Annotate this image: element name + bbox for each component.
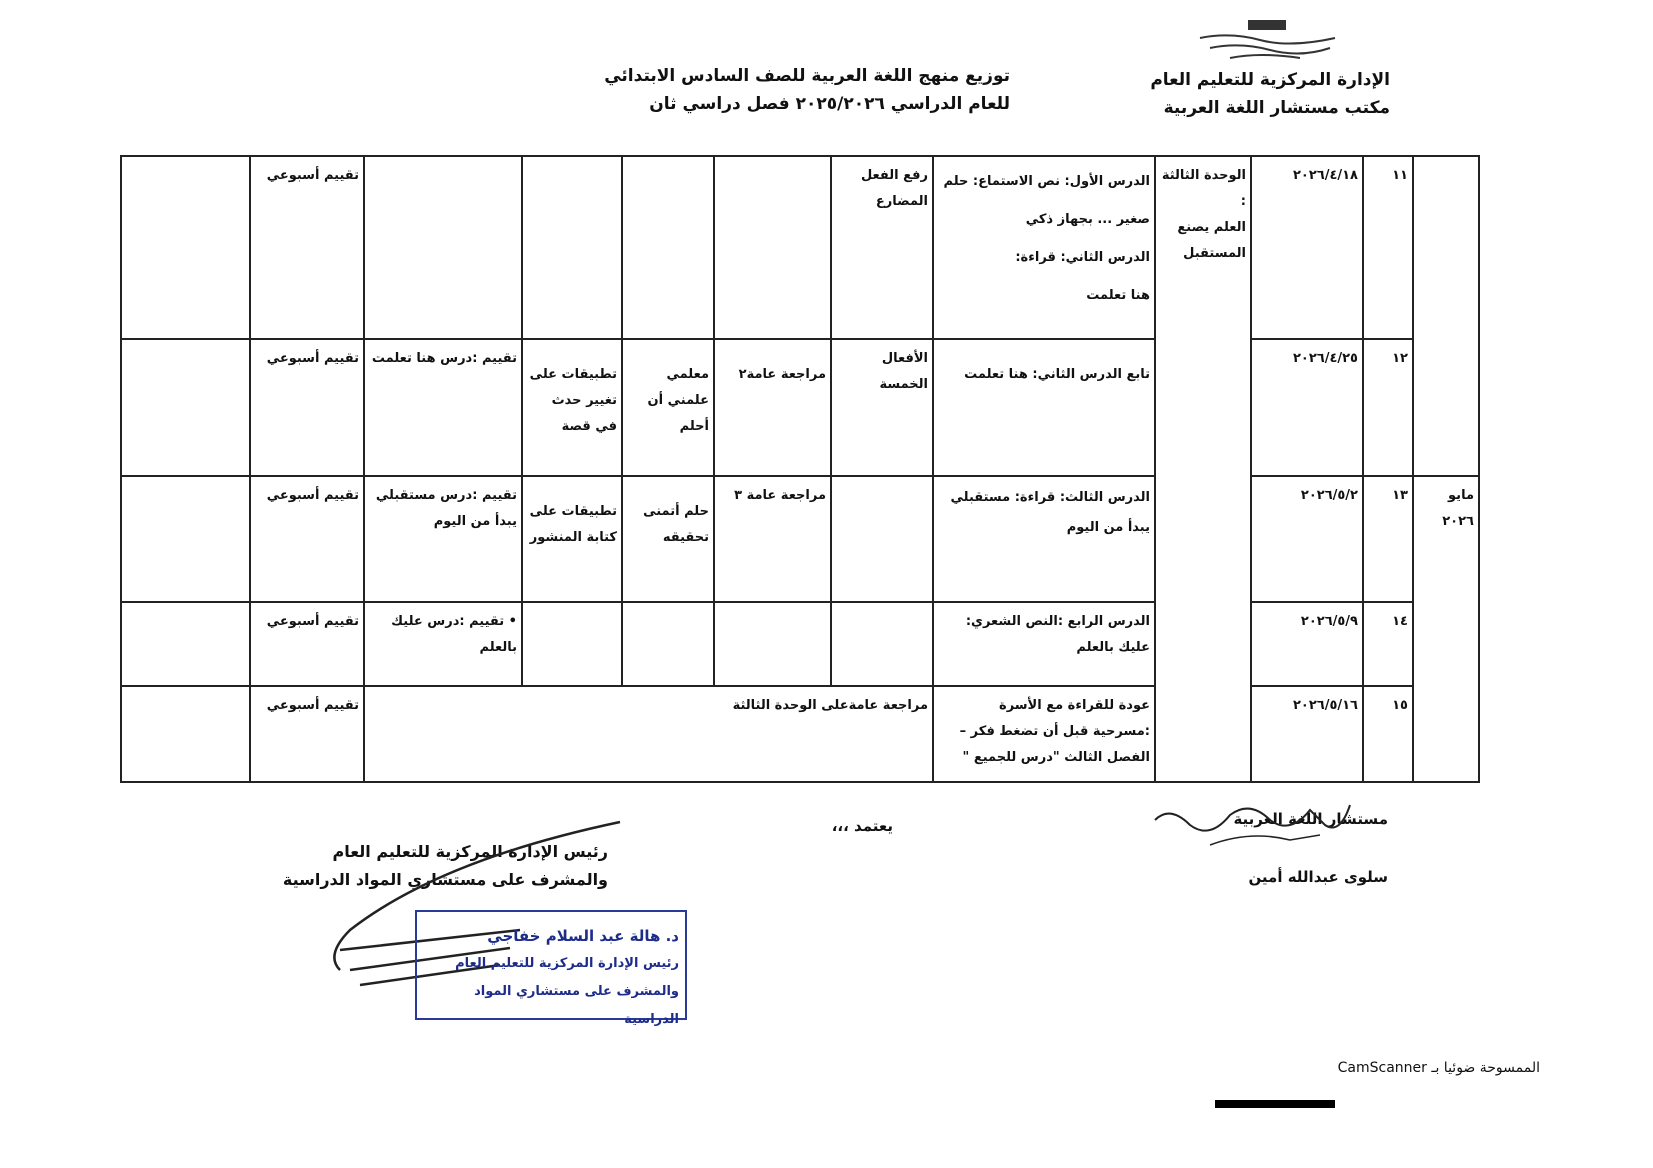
applications-cell: تطبيقات على كتابة المنشور	[521, 475, 623, 603]
weekly-eval-cell: تقييم أسبوعي	[249, 475, 365, 603]
empty-cell	[120, 338, 251, 477]
unit-text: :	[1240, 194, 1246, 209]
empty-cell	[120, 155, 251, 340]
date-cell: ٢٠٢٦/٥/١٦	[1250, 685, 1364, 783]
lesson-text: عودة للقراءة مع الأسرة :مسرحية قبل أن تض…	[959, 698, 1150, 765]
review-cell: مراجعة عامة ٣	[713, 475, 832, 603]
head-signature	[320, 820, 650, 994]
scanner-watermark: الممسوحة ضوئيا بـ CamScanner	[1337, 1060, 1540, 1076]
week-cell: ١٢	[1362, 338, 1414, 477]
lesson-text: الدرس الأول: نص الاستماع: حلم صغير ... ب…	[943, 174, 1150, 227]
head-line-1: رئيس الإدارة المركزية للتعليم العام	[332, 842, 608, 861]
grammar-cell	[830, 601, 934, 687]
date-cell: ٢٠٢٦/٤/١٨	[1250, 155, 1364, 340]
approval-label: يعتمد ،،،	[831, 817, 893, 835]
unit-text: العلم يصنع	[1177, 220, 1246, 235]
unit-cell: الوحدة الثالثة : العلم يصنع المستقبل	[1154, 155, 1252, 783]
empty-cell	[120, 601, 251, 687]
lesson-cell: الدرس الأول: نص الاستماع: حلم صغير ... ب…	[932, 155, 1156, 340]
grammar-cell	[830, 475, 934, 603]
table-row: مايو ٢٠٢٦ ١٣ ٢٠٢٦/٥/٢ الدرس الثالث: قراء…	[120, 475, 1480, 783]
stamp-line-2: رئيس الإدارة المركزية للتعليم العام	[455, 956, 679, 971]
black-bar	[1215, 1100, 1335, 1108]
table-row: ١١ ٢٠٢٦/٤/١٨ الوحدة الثالثة : العلم يصنع…	[120, 155, 1480, 783]
stamp-line-3: والمشرف على مستشاري المواد الدراسية	[474, 984, 679, 1027]
weekly-eval-cell: تقييم أسبوعي	[249, 685, 365, 783]
unit-text: الوحدة الثالثة	[1161, 168, 1246, 183]
ministry-logo	[1190, 18, 1345, 62]
review-cell	[713, 155, 832, 340]
evaluation-cell: تقييم :درس هنا تعلمت	[363, 338, 523, 477]
week-cell: ١٤	[1362, 601, 1414, 687]
curriculum-table: ١١ ٢٠٢٦/٤/١٨ الوحدة الثالثة : العلم يصنع…	[120, 155, 1480, 783]
reading-cell: حلم أتمنى تحقيقه	[621, 475, 715, 603]
table-row: ١٤ ٢٠٢٦/٥/٩ الدرس الرابع :النص الشعري: ع…	[120, 601, 1479, 687]
weekly-eval-cell: تقييم أسبوعي	[249, 601, 365, 687]
head-title-block: رئيس الإدارة المركزية للتعليم العام والم…	[283, 838, 608, 894]
official-stamp: د. هالة عبد السلام خفاجي رئيس الإدارة ال…	[415, 910, 687, 1027]
weekly-eval-cell: تقييم أسبوعي	[249, 338, 365, 477]
title-line-2: للعام الدراسي ٢٠٢٥/٢٠٢٦ فصل دراسي ثان	[649, 94, 1010, 114]
lesson-text: تابع الدرس الثاني: هنا تعلمت	[964, 367, 1150, 382]
reading-cell	[621, 601, 715, 687]
lesson-text: الدرس الثالث: قراءة: مستقبلي يبدأ من الي…	[950, 490, 1151, 535]
org-line-1: الإدارة المركزية للتعليم العام	[1150, 70, 1390, 90]
evaluation-cell: تقييم :درس مستقبلي يبدأ من اليوم	[363, 475, 523, 603]
org-line-2: مكتب مستشار اللغة العربية	[1163, 98, 1390, 118]
date-cell: ٢٠٢٦/٤/٢٥	[1250, 338, 1364, 477]
evaluation-cell	[363, 155, 523, 340]
empty-cell	[120, 685, 251, 783]
month-cell	[1412, 155, 1480, 477]
week-cell: ١١	[1362, 155, 1414, 340]
grammar-text: الأفعال الخمسة	[879, 351, 928, 392]
grammar-text: المضارع	[875, 194, 928, 209]
advisor-name: سلوى عبدالله أمين	[1248, 868, 1388, 886]
lesson-text: هنا تعلمت	[1086, 288, 1150, 303]
lesson-text: الدرس الرابع :النص الشعري:	[965, 614, 1150, 629]
empty-cell	[120, 475, 251, 603]
advisor-signature	[1150, 795, 1400, 859]
stamp-name: د. هالة عبد السلام خفاجي	[487, 927, 679, 945]
grammar-text: رفع الفعل	[860, 168, 928, 183]
lesson-cell: تابع الدرس الثاني: هنا تعلمت	[932, 338, 1156, 477]
month-text: ٢٠٢٦	[1442, 514, 1474, 529]
org-header: الإدارة المركزية للتعليم العام مكتب مستش…	[1150, 66, 1390, 122]
review-cell	[713, 601, 832, 687]
applications-cell: تطبيقات على تغيير حدث في قصة	[521, 338, 623, 477]
document-title: توزيع منهج اللغة العربية للصف السادس الا…	[604, 62, 1010, 118]
lesson-cell: عودة للقراءة مع الأسرة :مسرحية قبل أن تض…	[932, 685, 1156, 783]
lesson-text: عليك بالعلم	[1076, 640, 1150, 655]
week-cell: ١٣	[1362, 475, 1414, 603]
advisor-block: مستشار اللغة العربية سلوى عبدالله أمين	[1233, 790, 1388, 906]
applications-cell	[521, 155, 623, 340]
lesson-cell: الدرس الثالث: قراءة: مستقبلي يبدأ من الي…	[932, 475, 1156, 603]
reading-cell: معلمي علمني أن أحلم	[621, 338, 715, 477]
review-cell: مراجعة عامة٢	[713, 338, 832, 477]
table-row: ١٥ ٢٠٢٦/٥/١٦ عودة للقراءة مع الأسرة :مسر…	[120, 685, 1479, 783]
weekly-eval-cell: تقييم أسبوعي	[249, 155, 365, 340]
grammar-cell: الأفعال الخمسة	[830, 338, 934, 477]
advisor-title: مستشار اللغة العربية	[1233, 810, 1388, 828]
month-text: مايو	[1448, 488, 1474, 503]
title-line-1: توزيع منهج اللغة العربية للصف السادس الا…	[604, 66, 1010, 86]
reading-cell	[621, 155, 715, 340]
date-cell: ٢٠٢٦/٥/٢	[1250, 475, 1364, 603]
month-cell: مايو ٢٠٢٦	[1412, 475, 1480, 783]
week-cell: ١٥	[1362, 685, 1414, 783]
head-line-2: والمشرف على مستشاري المواد الدراسية	[282, 870, 608, 889]
lesson-text: الدرس الثاني: قراءة:	[1015, 250, 1150, 265]
table-row: ١٢ ٢٠٢٦/٤/٢٥ تابع الدرس الثاني: هنا تعلم…	[120, 338, 1479, 477]
unit-text: المستقبل	[1183, 246, 1246, 261]
grammar-cell: رفع الفعل المضارع	[830, 155, 934, 340]
applications-cell	[521, 601, 623, 687]
evaluation-cell: • تقييم :درس عليك بالعلم	[363, 601, 523, 687]
lesson-cell: الدرس الرابع :النص الشعري: عليك بالعلم	[932, 601, 1156, 687]
unit-review-cell: مراجعة عامةعلى الوحدة الثالثة	[363, 685, 934, 783]
date-cell: ٢٠٢٦/٥/٩	[1250, 601, 1364, 687]
